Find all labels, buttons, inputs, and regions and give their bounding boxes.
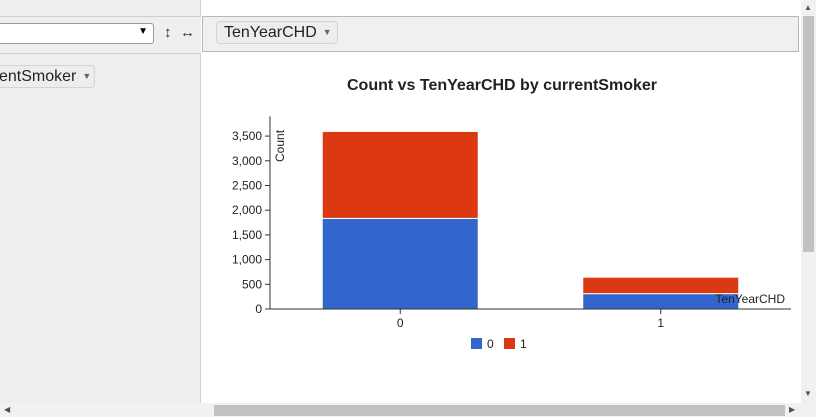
vertical-scrollbar[interactable]: ▲ ▼ [801, 0, 816, 403]
row-attribute-label: entSmoker [0, 68, 77, 85]
bar-0-series-0 [321, 217, 479, 310]
legend-label-0: 0 [487, 337, 494, 351]
x-tick-label: 1 [657, 316, 664, 330]
horizontal-scroll-thumb[interactable] [214, 405, 785, 416]
col-order-toggle[interactable]: ↔ [180, 24, 195, 41]
triangle-down-icon: ▼ [82, 71, 92, 81]
vertical-scroll-thumb[interactable] [803, 16, 814, 252]
y-tick-label: 2,500 [232, 179, 262, 193]
column-attribute-label: TenYearCHD [224, 24, 317, 41]
legend-swatch-1 [504, 338, 515, 349]
y-tick-label: 3,000 [232, 154, 262, 168]
chart-title: Count vs TenYearCHD by currentSmoker [347, 77, 657, 94]
y-tick-label: 1,500 [232, 228, 262, 242]
horizontal-scrollbar[interactable]: ◀ ▶ [0, 403, 816, 417]
scroll-up-icon[interactable]: ▲ [804, 3, 812, 12]
left-panel: ▼ ↕ ↔ entSmoker ▼ [0, 0, 201, 417]
y-tick-label: 1,000 [232, 253, 262, 267]
y-axis-label: Count [273, 129, 287, 162]
aggregator-select[interactable]: ▼ [0, 23, 154, 44]
scroll-right-icon[interactable]: ▶ [789, 405, 796, 414]
triangle-down-icon: ▼ [322, 27, 332, 37]
column-attributes-area: TenYearCHD ▼ [202, 16, 799, 52]
y-tick-label: 0 [255, 302, 262, 316]
bar-0-series-1 [321, 130, 479, 219]
y-axis-ticks: 0 500 1,000 1,500 2,000 2,500 3,000 3,500 [232, 129, 270, 316]
y-tick-label: 500 [242, 277, 262, 291]
legend-label-1: 1 [520, 337, 527, 351]
bars [321, 130, 740, 310]
row-attribute-pill[interactable]: entSmoker ▼ [0, 65, 95, 88]
row-order-toggle[interactable]: ↕ [164, 24, 172, 41]
y-tick-label: 3,500 [232, 129, 262, 143]
column-attribute-pill[interactable]: TenYearCHD ▼ [216, 21, 338, 44]
bar-chart: Count vs TenYearCHD by currentSmoker 0 50… [232, 77, 791, 351]
chart-container: Count vs TenYearCHD by currentSmoker 0 50… [202, 52, 799, 405]
legend-swatch-0 [471, 338, 482, 349]
renderer-controls: ▼ ↕ ↔ [0, 16, 201, 54]
x-axis-label: TenYearCHD [715, 292, 785, 306]
x-tick-label: 0 [397, 316, 404, 330]
scroll-left-icon[interactable]: ◀ [4, 405, 11, 414]
chevron-down-icon: ▼ [138, 26, 148, 37]
y-tick-label: 2,000 [232, 203, 262, 217]
bar-1-series-1 [582, 276, 740, 295]
scroll-down-icon[interactable]: ▼ [804, 389, 812, 398]
